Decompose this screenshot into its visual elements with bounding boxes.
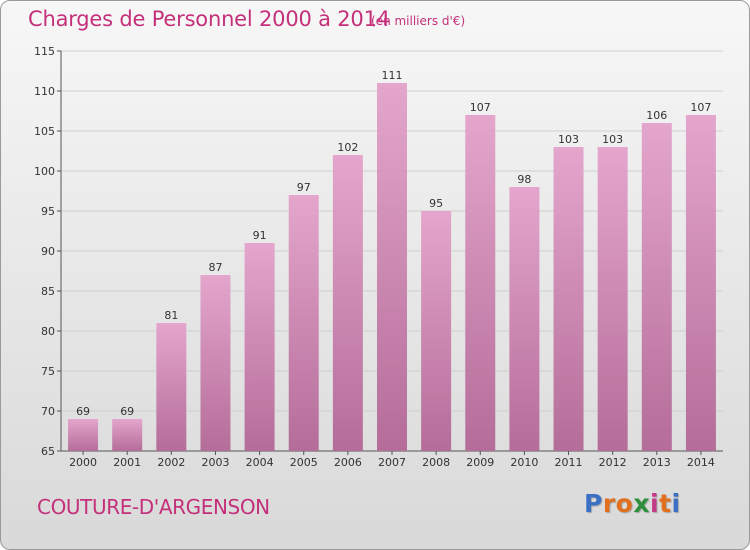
data-label: 98: [517, 173, 531, 186]
data-label: 69: [120, 405, 134, 418]
data-label: 106: [646, 109, 667, 122]
data-label: 87: [208, 261, 222, 274]
proxiti-logo: Proxiti: [584, 489, 681, 518]
y-tick-label: 95: [41, 205, 55, 218]
y-tick-label: 85: [41, 285, 55, 298]
x-tick-label: 2000: [69, 456, 97, 469]
x-tick-label: 2009: [466, 456, 494, 469]
logo-letter: r: [602, 489, 616, 518]
place-name: COUTURE-D'ARGENSON: [37, 495, 270, 519]
y-tick-label: 70: [41, 405, 55, 418]
logo-letter: x: [633, 489, 650, 518]
x-tick-label: 2004: [246, 456, 274, 469]
x-tick-label: 2008: [422, 456, 450, 469]
logo-letter: o: [615, 489, 634, 518]
bar: [421, 211, 452, 451]
bar: [377, 83, 407, 451]
chart-title: Charges de Personnel 2000 à 2014: [28, 7, 390, 31]
bar: [332, 155, 363, 451]
y-tick-label: 90: [41, 245, 55, 258]
data-label: 91: [253, 229, 267, 242]
bar: [509, 187, 540, 451]
bar: [200, 275, 231, 451]
y-tick-label: 110: [34, 85, 55, 98]
chart-subtitle: (en milliers d'€): [371, 14, 466, 28]
data-label: 95: [429, 197, 443, 210]
y-tick-label: 100: [34, 165, 55, 178]
logo-letter: i: [650, 489, 660, 518]
bar: [641, 123, 672, 451]
logo-letter: t: [659, 489, 672, 518]
data-label: 97: [297, 181, 311, 194]
y-tick-label: 65: [41, 445, 55, 458]
y-tick-label: 75: [41, 365, 55, 378]
data-label: 103: [558, 133, 579, 146]
x-tick-label: 2010: [510, 456, 538, 469]
data-label: 102: [337, 141, 358, 154]
data-label: 69: [76, 405, 90, 418]
y-tick-label: 115: [34, 45, 55, 58]
y-tick-label: 80: [41, 325, 55, 338]
x-tick-label: 2007: [378, 456, 406, 469]
x-tick-label: 2012: [599, 456, 627, 469]
data-label: 81: [164, 309, 178, 322]
x-tick-label: 2014: [687, 456, 715, 469]
x-tick-label: 2005: [290, 456, 318, 469]
x-tick-label: 2013: [643, 456, 671, 469]
x-tick-label: 2001: [113, 456, 141, 469]
data-label: 107: [470, 101, 491, 114]
logo-letter: P: [584, 489, 603, 518]
bar: [597, 147, 628, 451]
x-tick-label: 2006: [334, 456, 362, 469]
x-tick-label: 2011: [555, 456, 583, 469]
data-label: 107: [690, 101, 711, 114]
bar: [288, 195, 319, 451]
bar: [112, 419, 143, 451]
bar: [553, 147, 584, 451]
y-tick-label: 105: [34, 125, 55, 138]
bar: [68, 419, 99, 451]
data-label: 111: [382, 69, 403, 82]
bar: [685, 115, 716, 451]
bar: [465, 115, 496, 451]
x-tick-label: 2003: [201, 456, 229, 469]
bar: [244, 243, 275, 451]
bar: [156, 323, 187, 451]
logo-letter: i: [671, 489, 681, 518]
x-tick-label: 2002: [157, 456, 185, 469]
data-label: 103: [602, 133, 623, 146]
